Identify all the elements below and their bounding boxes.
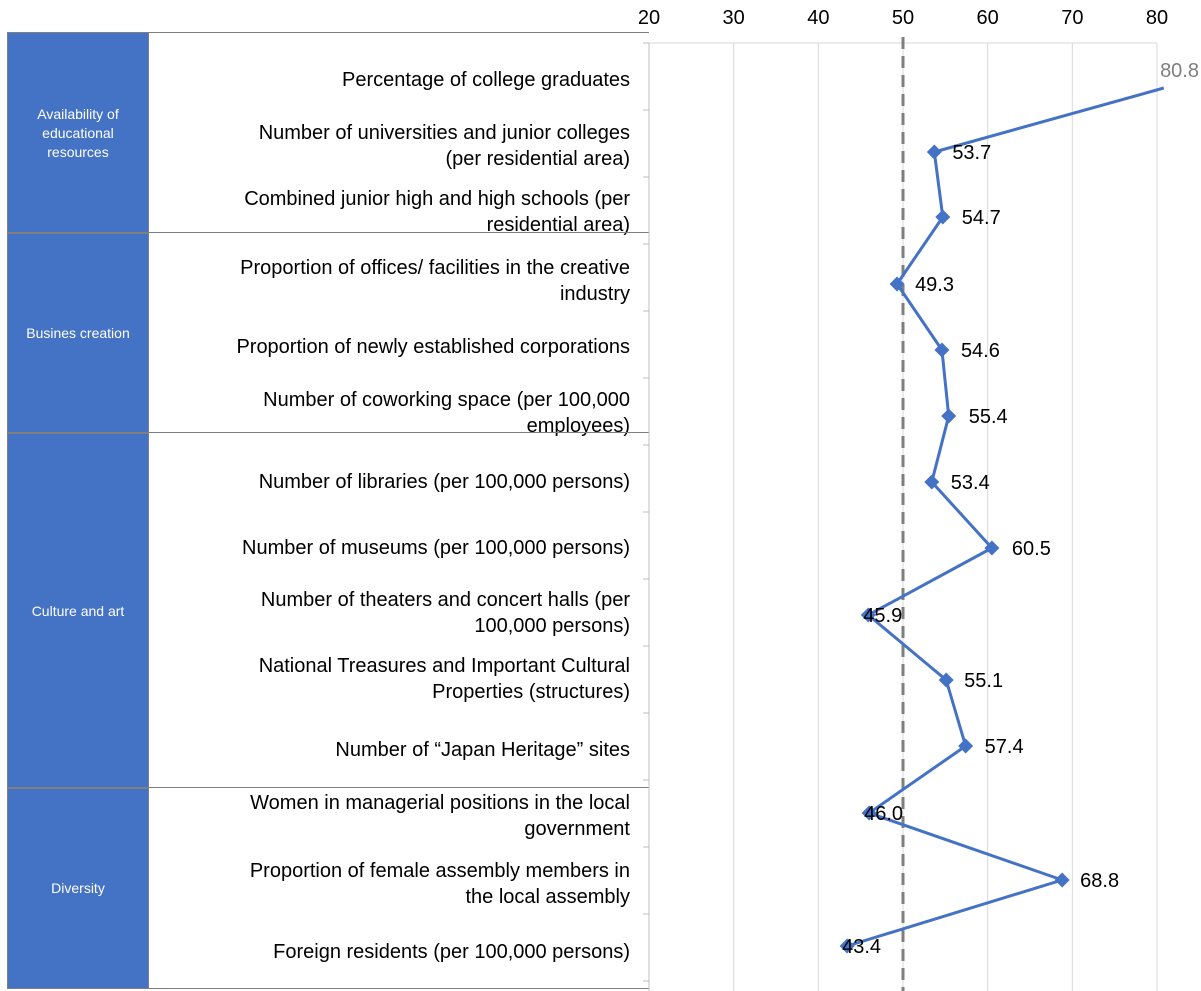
series-line-group xyxy=(846,86,1165,948)
row-label: Foreign residents (per 100,000 persons) xyxy=(273,941,630,963)
row-label: National Treasures and Important Cultura… xyxy=(258,655,630,703)
row-label: Proportion of offices/ facilities in the… xyxy=(240,257,630,305)
x-tick-label: 80 xyxy=(1146,7,1168,29)
series-line xyxy=(846,86,1165,948)
group-separator xyxy=(7,787,649,788)
data-point-marker xyxy=(839,938,855,954)
data-label: 60.5 xyxy=(1012,538,1051,560)
data-label: 43.4 xyxy=(842,936,881,958)
group-separator xyxy=(7,432,649,433)
x-tick-label: 70 xyxy=(1061,7,1083,29)
data-point-marker xyxy=(860,607,876,623)
row-label: Percentage of college graduates xyxy=(342,69,630,91)
data-label: 55.1 xyxy=(964,670,1003,692)
data-label: 54.6 xyxy=(961,340,1000,362)
data-point-marker xyxy=(938,672,954,688)
data-point-marker xyxy=(924,474,940,490)
data-label: 53.7 xyxy=(952,142,991,164)
row-label: Women in managerial positions in the loc… xyxy=(250,792,630,840)
row-label: Number of universities and junior colleg… xyxy=(258,122,630,170)
row-label: Number of coworking space (per 100,000 e… xyxy=(263,389,630,437)
data-label: 55.4 xyxy=(969,406,1008,428)
data-label: 49.3 xyxy=(915,274,954,296)
category-diversity: Diversity xyxy=(7,788,149,989)
row-label: Proportion of newly established corporat… xyxy=(236,336,630,358)
x-tick-label: 20 xyxy=(638,7,660,29)
data-label: 80.8 xyxy=(1160,60,1199,82)
row-label: Proportion of female assembly members in… xyxy=(249,860,630,908)
row-label: Number of theaters and concert halls (pe… xyxy=(260,589,630,637)
data-point-marker xyxy=(861,805,877,821)
data-point-marker xyxy=(889,276,905,292)
row-label-panel xyxy=(149,32,649,989)
data-point-marker xyxy=(1054,872,1070,888)
data-point-marker xyxy=(926,144,942,160)
data-point-marker xyxy=(934,342,950,358)
data-point-marker xyxy=(958,738,974,754)
data-labels: 80.8 53.7 54.7 49.3 54.6 55.4 53.4 60.5 45.9 55.1… xyxy=(842,60,1199,958)
data-label: 54.7 xyxy=(962,207,1001,229)
row-label: Combined junior high and high schools (p… xyxy=(244,188,630,236)
row-label: Number of “Japan Heritage” sites xyxy=(335,739,630,761)
x-tick-label: 50 xyxy=(892,7,914,29)
data-label: 46.0 xyxy=(864,803,903,825)
x-axis: 20 30 40 50 60 70 80 xyxy=(638,7,1168,991)
data-label: 53.4 xyxy=(951,472,990,494)
group-separator xyxy=(7,232,649,233)
x-tick-label: 30 xyxy=(723,7,745,29)
data-label: 45.9 xyxy=(863,605,902,627)
data-label: 57.4 xyxy=(985,736,1024,758)
data-point-marker xyxy=(941,408,957,424)
data-point-marker xyxy=(984,540,1000,556)
data-label: 68.8 xyxy=(1080,870,1119,892)
x-tick-label: 60 xyxy=(977,7,999,29)
row-label: Number of libraries (per 100,000 persons… xyxy=(258,471,630,493)
x-tick-label: 40 xyxy=(807,7,829,29)
category-educational-resources: Availability of educational resources xyxy=(7,32,149,234)
data-point-marker xyxy=(935,209,951,225)
data-markers xyxy=(839,144,1070,954)
row-label: Number of museums (per 100,000 persons) xyxy=(242,537,630,559)
category-culture-and-art: Culture and art xyxy=(7,433,149,789)
